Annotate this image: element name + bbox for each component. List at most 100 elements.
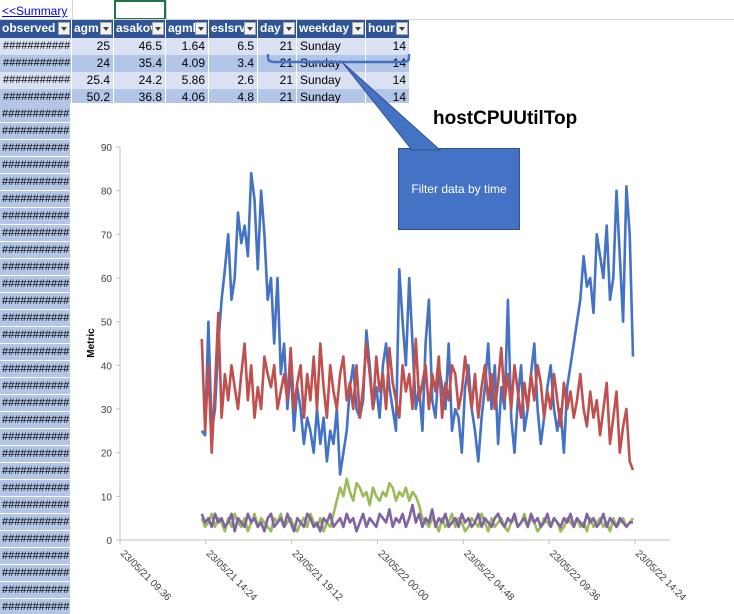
table-cell[interactable]: Sunday bbox=[297, 38, 366, 55]
table-cell[interactable]: Sunday bbox=[297, 72, 366, 89]
observed-cell[interactable]: ########### bbox=[0, 514, 70, 531]
filter-dropdown-icon[interactable] bbox=[58, 22, 70, 35]
table-cell[interactable]: ########### bbox=[0, 55, 72, 72]
observed-cell[interactable]: ########### bbox=[0, 412, 70, 429]
chart-area[interactable]: hostCPUUtilTop 0 10 20 30 40 50 60 70 80 90 Metric… bbox=[70, 103, 734, 614]
column-header-observed[interactable]: observed bbox=[0, 20, 72, 38]
callout-text: Filter data by time bbox=[411, 181, 507, 196]
column-header-label: observed bbox=[2, 21, 56, 35]
observed-cell[interactable]: ########### bbox=[0, 242, 70, 259]
table-cell[interactable]: 6.5 bbox=[209, 38, 258, 55]
chart-title: hostCPUUtilTop bbox=[433, 108, 578, 129]
column-header-eslsrv[interactable]: eslsrv bbox=[209, 20, 258, 38]
column-header-agmk[interactable]: agmk bbox=[166, 20, 209, 38]
y-tick-label: 50 bbox=[101, 318, 113, 329]
table-cell[interactable]: 36.8 bbox=[114, 89, 166, 106]
y-tick-label: 20 bbox=[101, 449, 113, 460]
table-cell[interactable]: 25 bbox=[72, 38, 114, 55]
column-header-label: hour bbox=[368, 21, 395, 35]
table-cell[interactable]: 46.5 bbox=[114, 38, 166, 55]
table-cell[interactable]: Sunday bbox=[297, 55, 366, 72]
observed-cell[interactable]: ########### bbox=[0, 191, 70, 208]
table-cell[interactable]: 4.06 bbox=[166, 89, 209, 106]
table-cell[interactable]: 1.64 bbox=[166, 38, 209, 55]
observed-cell[interactable]: ########### bbox=[0, 225, 70, 242]
y-axis-label: Metric bbox=[86, 328, 97, 358]
table-cell[interactable]: 24.2 bbox=[114, 72, 166, 89]
table-cell[interactable]: ########### bbox=[0, 72, 72, 89]
y-tick-label: 70 bbox=[101, 230, 113, 241]
observed-cell[interactable]: ########### bbox=[0, 531, 70, 548]
observed-cell[interactable]: ########### bbox=[0, 310, 70, 327]
y-tick-label: 80 bbox=[101, 187, 113, 198]
filter-dropdown-icon[interactable] bbox=[100, 22, 112, 35]
observed-cell[interactable]: ########### bbox=[0, 599, 70, 614]
series-line-1 bbox=[200, 311, 635, 471]
observed-cell[interactable]: ########### bbox=[0, 276, 70, 293]
table-cell[interactable]: 21 bbox=[258, 38, 297, 55]
y-tick-label: 90 bbox=[101, 143, 113, 154]
filter-dropdown-icon[interactable] bbox=[283, 22, 295, 35]
observed-cell[interactable]: ########### bbox=[0, 361, 70, 378]
column-header-asakov[interactable]: asakov bbox=[114, 20, 166, 38]
observed-cell[interactable]: ########### bbox=[0, 497, 70, 514]
observed-cell[interactable]: ########### bbox=[0, 157, 70, 174]
table-cell[interactable]: 35.4 bbox=[114, 55, 166, 72]
column-header-label: weekday bbox=[299, 21, 350, 35]
observed-cell[interactable]: ########### bbox=[0, 140, 70, 157]
series-line-3 bbox=[200, 503, 633, 533]
selected-cell[interactable] bbox=[114, 0, 166, 20]
filter-dropdown-icon[interactable] bbox=[152, 22, 164, 35]
observed-cell[interactable]: ########### bbox=[0, 293, 70, 310]
observed-cell[interactable]: ########### bbox=[0, 446, 70, 463]
column-header-label: agmk bbox=[168, 21, 200, 35]
summary-link[interactable]: <<Summary bbox=[2, 4, 68, 18]
observed-cell[interactable]: ########### bbox=[0, 395, 70, 412]
table-cell[interactable]: 24 bbox=[72, 55, 114, 72]
table-cell[interactable]: 4.09 bbox=[166, 55, 209, 72]
table-cell[interactable]: 2.6 bbox=[209, 72, 258, 89]
table-cell[interactable]: ########### bbox=[0, 89, 72, 106]
table-cell[interactable]: 5.86 bbox=[166, 72, 209, 89]
table-cell[interactable]: 21 bbox=[258, 72, 297, 89]
column-header-weekday[interactable]: weekday bbox=[297, 20, 366, 38]
filter-dropdown-icon[interactable] bbox=[195, 22, 207, 35]
table-cell[interactable]: 4.8 bbox=[209, 89, 258, 106]
observed-cell[interactable]: ########### bbox=[0, 174, 70, 191]
table-cell[interactable]: 14 bbox=[366, 72, 410, 89]
table-cell[interactable]: 50.2 bbox=[72, 89, 114, 106]
observed-cell[interactable]: ########### bbox=[0, 259, 70, 276]
column-header-day[interactable]: day bbox=[258, 20, 297, 38]
column-header-agm[interactable]: agm bbox=[72, 20, 114, 38]
table-cell[interactable]: 21 bbox=[258, 55, 297, 72]
observed-cell[interactable]: ########### bbox=[0, 565, 70, 582]
observed-cell[interactable]: ########### bbox=[0, 327, 70, 344]
column-header-label: day bbox=[260, 21, 281, 35]
observed-cell[interactable]: ########### bbox=[0, 208, 70, 225]
table-cell[interactable]: 14 bbox=[366, 38, 410, 55]
observed-cell[interactable]: ########### bbox=[0, 344, 70, 361]
x-tick-label: 23/05/22 00:00 bbox=[375, 548, 430, 603]
x-tick-label: 23/05/22 14:24 bbox=[633, 548, 688, 603]
column-header-hour[interactable]: hour bbox=[366, 20, 410, 38]
y-tick-label: 10 bbox=[101, 492, 113, 503]
table-cell[interactable]: 14 bbox=[366, 55, 410, 72]
table-cell[interactable]: ########### bbox=[0, 38, 72, 55]
observed-cell[interactable]: ########### bbox=[0, 582, 70, 599]
observed-cell[interactable]: ########### bbox=[0, 548, 70, 565]
observed-cell[interactable]: ########### bbox=[0, 123, 70, 140]
observed-cell[interactable]: ########### bbox=[0, 429, 70, 446]
table-cell[interactable]: 25.4 bbox=[72, 72, 114, 89]
column-header-label: asakov bbox=[116, 21, 157, 35]
filter-dropdown-icon[interactable] bbox=[396, 22, 408, 35]
filter-dropdown-icon[interactable] bbox=[352, 22, 364, 35]
observed-cell[interactable]: ########### bbox=[0, 106, 70, 123]
table-cell[interactable]: 21 bbox=[258, 89, 297, 106]
observed-cell[interactable]: ########### bbox=[0, 378, 70, 395]
observed-cell[interactable]: ########### bbox=[0, 463, 70, 480]
filter-callout[interactable]: Filter data by time bbox=[398, 148, 520, 230]
filter-dropdown-icon[interactable] bbox=[244, 22, 256, 35]
table-cell[interactable]: 3.4 bbox=[209, 55, 258, 72]
observed-cell[interactable]: ########### bbox=[0, 480, 70, 497]
